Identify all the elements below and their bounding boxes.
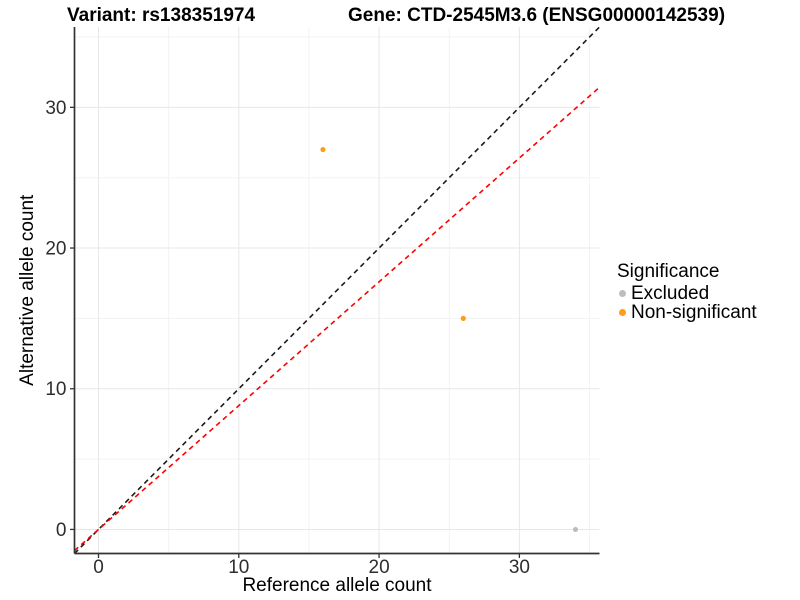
y-tick-label: 30 [45,98,66,119]
x-axis-title: Reference allele count [242,575,432,596]
non-significant-swatch-icon [619,309,626,316]
excluded-swatch-icon [619,290,626,297]
x-tick-label: 0 [93,557,104,578]
legend-item-non-significant: Non-significant [617,301,757,323]
legend-item-excluded: Excluded [617,282,757,304]
identity-line [74,27,600,554]
legend-title: Significance [617,261,720,282]
legend: Significance Excluded Non-significant [617,261,757,323]
expected-ratio-line [74,86,600,552]
y-tick-label: 0 [56,520,67,541]
legend-label-non-significant: Non-significant [631,301,757,323]
gene-title: Gene: CTD-2545M3.6 (ENSG00000142539) [348,5,726,26]
data-point-excluded [572,526,579,533]
data-point-non-significant [320,146,326,153]
y-tick-label: 10 [45,379,66,400]
legend-label-excluded: Excluded [631,282,710,304]
x-tick-label: 30 [509,557,530,578]
data-point-non-significant [460,315,466,321]
x-tick-label: 20 [369,557,390,578]
variant-title: Variant: rs138351974 [67,5,256,26]
y-axis-title: Alternative allele count [17,194,38,386]
x-tick-label: 10 [228,557,249,578]
y-tick-label: 20 [45,239,66,260]
